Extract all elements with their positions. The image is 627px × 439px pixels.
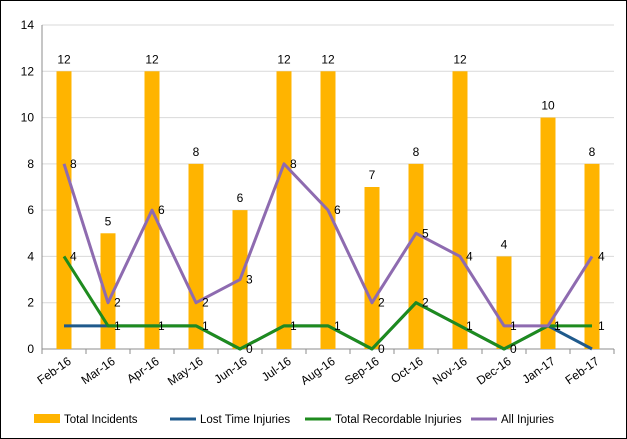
data-label-total-incidents: 12 bbox=[453, 52, 467, 66]
data-label-all-injuries: 4 bbox=[466, 249, 473, 263]
data-label-total-incidents: 12 bbox=[277, 52, 291, 66]
y-tick-label: 12 bbox=[21, 64, 35, 78]
data-label-total-incidents: 12 bbox=[145, 52, 159, 66]
data-label-all-injuries: 4 bbox=[598, 249, 605, 263]
y-tick-label: 2 bbox=[27, 296, 34, 310]
data-label-total-recordable-injuries: 1 bbox=[598, 319, 605, 333]
data-label-total-recordable-injuries: 1 bbox=[466, 319, 473, 333]
x-tick-label: Jul-16 bbox=[259, 354, 294, 384]
bar-total-incidents bbox=[408, 163, 424, 349]
bar-total-incidents bbox=[188, 163, 204, 349]
data-label-total-incidents: 4 bbox=[501, 237, 508, 251]
data-label-all-injuries: 2 bbox=[114, 296, 121, 310]
data-label-all-injuries: 5 bbox=[422, 226, 429, 240]
data-label-total-incidents: 12 bbox=[57, 52, 71, 66]
x-tick-label: Sep-16 bbox=[342, 354, 382, 388]
data-label-all-injuries: 2 bbox=[202, 296, 209, 310]
y-tick-label: 6 bbox=[27, 203, 34, 217]
x-tick-label: Aug-16 bbox=[298, 354, 338, 388]
data-label-all-injuries: 8 bbox=[290, 157, 297, 171]
x-tick-label: Feb-16 bbox=[35, 354, 74, 387]
data-label-total-incidents: 8 bbox=[589, 145, 596, 159]
data-label-total-recordable-injuries: 0 bbox=[378, 342, 385, 356]
data-label-total-recordable-injuries: 1 bbox=[290, 319, 297, 333]
bar-total-incidents bbox=[56, 71, 72, 350]
bar-total-incidents bbox=[276, 71, 292, 350]
x-tick-label: Apr-16 bbox=[124, 354, 162, 386]
data-label-total-incidents: 8 bbox=[193, 145, 200, 159]
data-label-total-incidents: 6 bbox=[237, 191, 244, 205]
x-tick-label: May-16 bbox=[165, 354, 206, 389]
bar-total-incidents bbox=[452, 71, 468, 350]
y-tick-label: 14 bbox=[21, 18, 35, 32]
y-tick-label: 8 bbox=[27, 157, 34, 171]
data-label-total-recordable-injuries: 0 bbox=[246, 342, 253, 356]
line-total-recordable-injuries bbox=[62, 255, 592, 351]
legend-item-total-incidents: Total Incidents bbox=[64, 414, 138, 426]
data-label-all-injuries: 8 bbox=[70, 157, 77, 171]
x-tick-label: Mar-16 bbox=[79, 354, 118, 387]
x-tick-label: Jun-16 bbox=[212, 354, 250, 387]
data-label-all-injuries: 1 bbox=[554, 319, 561, 333]
data-label-total-recordable-injuries: 0 bbox=[510, 342, 517, 356]
data-label-total-recordable-injuries: 2 bbox=[422, 296, 429, 310]
data-label-total-incidents: 10 bbox=[541, 99, 555, 113]
y-tick-label: 10 bbox=[21, 111, 35, 125]
x-tick-label: Nov-16 bbox=[430, 354, 470, 388]
data-label-all-injuries: 6 bbox=[334, 203, 341, 217]
x-tick-label: Oct-16 bbox=[388, 354, 426, 386]
data-label-total-recordable-injuries: 1 bbox=[114, 319, 121, 333]
y-tick-label: 0 bbox=[27, 342, 34, 356]
bar-total-incidents bbox=[364, 187, 380, 349]
data-label-total-incidents: 12 bbox=[321, 52, 335, 66]
data-label-total-incidents: 7 bbox=[369, 168, 376, 182]
bar-total-incidents bbox=[540, 117, 556, 349]
legend-swatch bbox=[34, 414, 60, 423]
data-label-all-injuries: 1 bbox=[510, 319, 517, 333]
bar-total-incidents bbox=[496, 256, 512, 349]
data-label-total-incidents: 8 bbox=[413, 145, 420, 159]
data-label-total-recordable-injuries: 4 bbox=[70, 249, 77, 263]
legend-item-lost-time-injuries: Lost Time Injuries bbox=[200, 414, 290, 426]
data-label-total-incidents: 5 bbox=[105, 214, 112, 228]
data-label-total-recordable-injuries: 1 bbox=[334, 319, 341, 333]
data-label-all-injuries: 6 bbox=[158, 203, 165, 217]
data-label-total-recordable-injuries: 1 bbox=[554, 319, 561, 333]
data-label-all-injuries: 2 bbox=[378, 296, 385, 310]
x-tick-label: Dec-16 bbox=[474, 354, 514, 388]
x-tick-label: Jan-17 bbox=[520, 354, 558, 387]
data-label-total-recordable-injuries: 1 bbox=[158, 319, 165, 333]
legend-item-all-injuries: All Injuries bbox=[501, 414, 554, 426]
y-tick-label: 4 bbox=[27, 249, 34, 263]
data-label-total-recordable-injuries: 1 bbox=[202, 319, 209, 333]
legend-item-total-recordable-injuries: Total Recordable Injuries bbox=[335, 414, 462, 426]
data-label-all-injuries: 3 bbox=[246, 273, 253, 287]
x-tick-label: Feb-17 bbox=[563, 354, 602, 387]
line-all-injuries bbox=[62, 162, 594, 328]
